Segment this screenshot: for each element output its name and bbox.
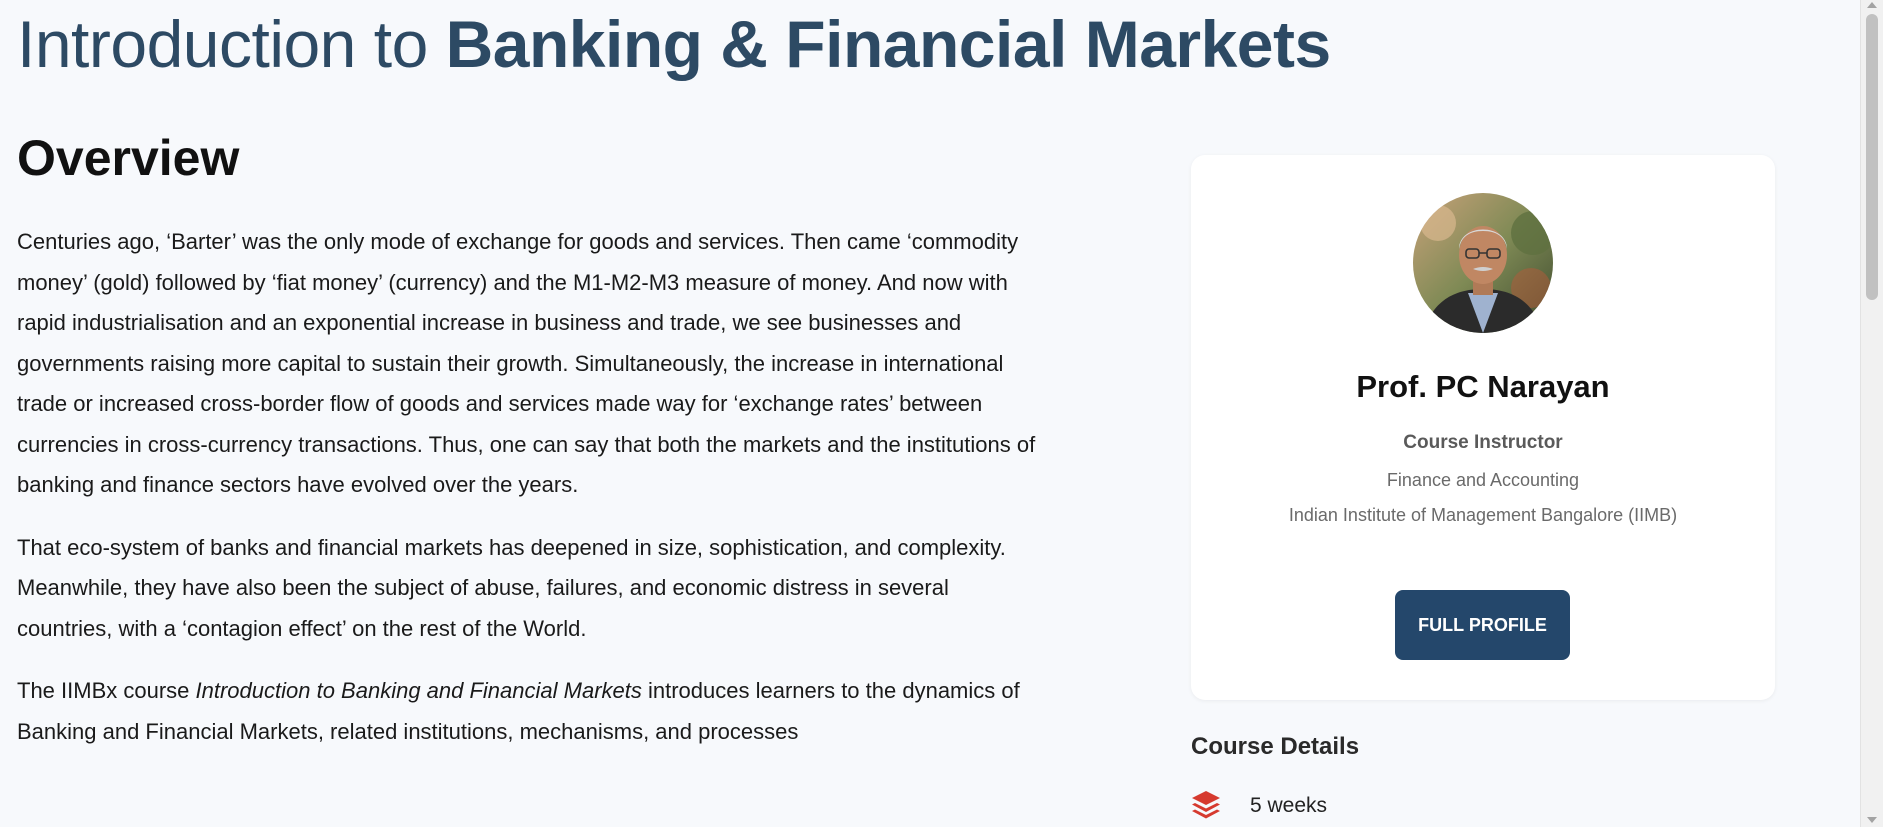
scrollbar-thumb[interactable] [1866,14,1878,300]
page-title: Introduction to Banking & Financial Mark… [17,4,1331,84]
instructor-card: Prof. PC Narayan Course Instructor Finan… [1191,155,1775,700]
paragraph-3-suffix: introduces learners to the dynamics of B… [17,678,1020,744]
overview-heading: Overview [17,130,240,186]
overview-paragraph-1: Centuries ago, ‘Barter’ was the only mod… [17,229,1036,497]
overview-paragraph-2: That eco-system of banks and financial m… [17,534,1006,641]
course-duration: 5 weeks [1250,794,1328,817]
avatar-image [1413,193,1553,333]
course-name-italic: Introduction to Banking and Financial Ma… [195,678,642,703]
page-title-bold: Banking & Financial Markets [445,7,1332,81]
full-profile-button[interactable]: FULL PROFILE [1395,590,1570,660]
layers-icon [1191,789,1221,823]
instructor-department: Finance and Accounting [1386,470,1580,490]
course-duration-row: 5 weeks [1191,789,1327,823]
instructor-name: Prof. PC Narayan [1356,369,1610,404]
overview-body: Centuries ago, ‘Barter’ was the only mod… [17,222,1047,774]
paragraph-3-prefix: The IIMBx course [17,678,196,703]
course-details-heading: Course Details [1191,733,1360,760]
scroll-down-arrow-icon[interactable] [1867,817,1877,823]
scroll-up-arrow-icon[interactable] [1867,2,1877,8]
page-title-light: Introduction to [17,7,446,81]
instructor-avatar [1413,193,1553,333]
overview-paragraph-3: The IIMBx course Introduction to Banking… [17,671,1047,752]
vertical-scrollbar[interactable] [1860,0,1883,827]
instructor-role: Course Instructor [1403,432,1563,453]
instructor-institution: Indian Institute of Management Bangalore… [1288,505,1678,525]
